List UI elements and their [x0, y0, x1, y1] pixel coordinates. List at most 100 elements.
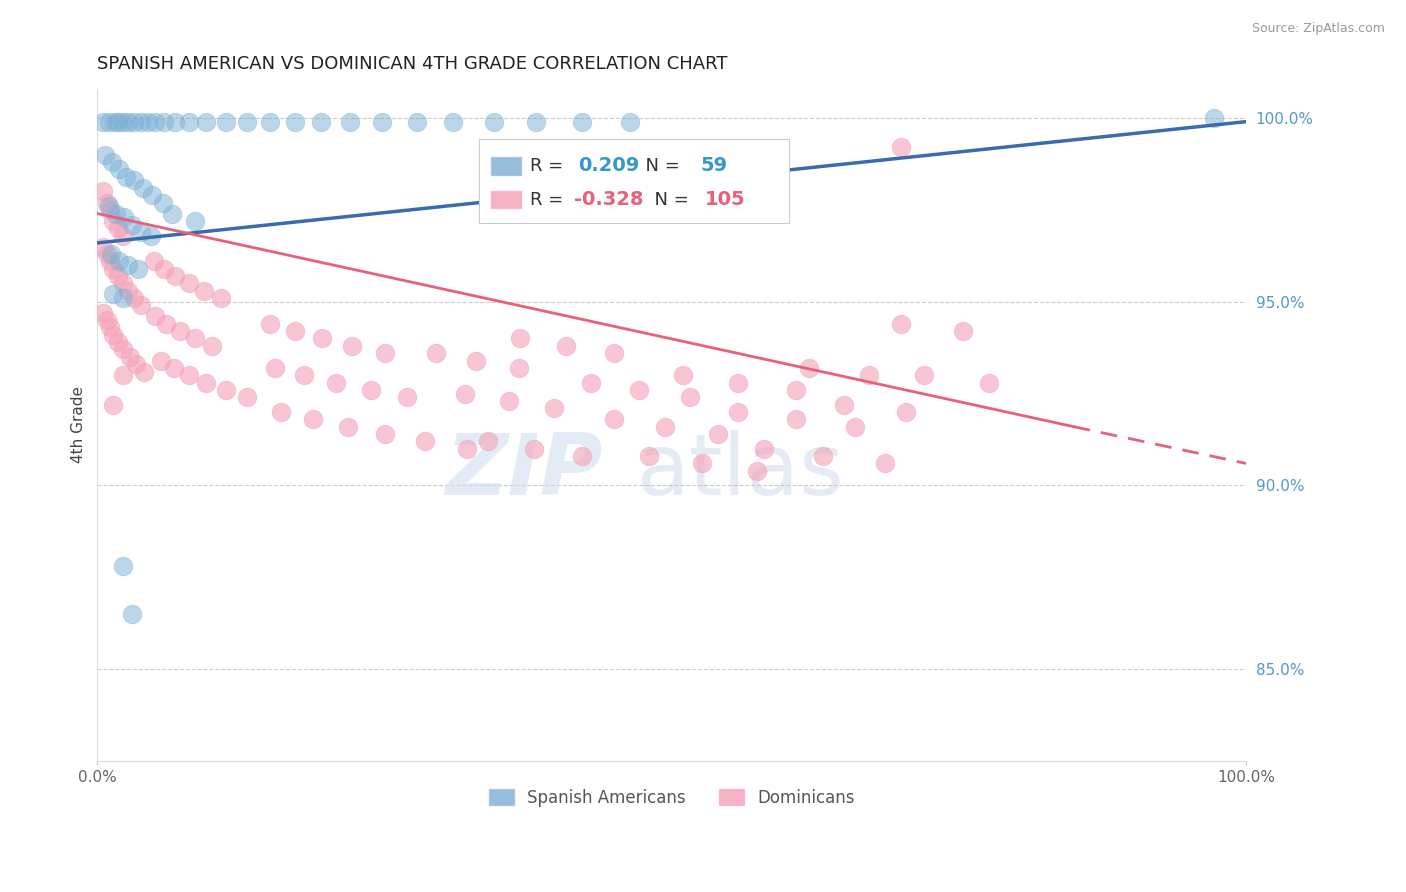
Point	[115, 169, 138, 184]
Point	[97, 114, 120, 128]
Point	[360, 383, 382, 397]
Point	[142, 254, 165, 268]
Point	[103, 287, 125, 301]
Point	[117, 114, 139, 128]
Point	[441, 114, 464, 128]
Point	[727, 405, 749, 419]
Point	[425, 346, 447, 360]
Point	[292, 368, 315, 383]
Point	[844, 419, 866, 434]
Point	[160, 206, 183, 220]
Point	[284, 324, 307, 338]
Point	[111, 368, 134, 383]
FancyBboxPatch shape	[491, 191, 522, 209]
Text: 0.209: 0.209	[579, 156, 640, 176]
Point	[132, 181, 155, 195]
Point	[209, 291, 232, 305]
Point	[195, 376, 218, 390]
Point	[111, 291, 134, 305]
Point	[858, 368, 880, 383]
Point	[169, 324, 191, 338]
Point	[91, 114, 114, 128]
FancyBboxPatch shape	[478, 139, 789, 223]
Point	[98, 320, 121, 334]
Point	[122, 291, 145, 305]
Point	[325, 376, 347, 390]
Point	[456, 442, 478, 456]
Point	[107, 268, 129, 283]
Point	[136, 114, 159, 128]
Point	[264, 360, 287, 375]
Point	[215, 383, 238, 397]
Point	[179, 368, 201, 383]
Point	[498, 393, 520, 408]
Text: -0.328: -0.328	[574, 190, 644, 209]
Point	[96, 195, 118, 210]
Point	[96, 247, 118, 261]
Point	[405, 114, 427, 128]
Point	[193, 284, 215, 298]
Point	[184, 214, 207, 228]
Point	[103, 398, 125, 412]
Text: R =: R =	[530, 191, 569, 209]
Point	[215, 114, 238, 128]
Point	[98, 202, 121, 217]
Point	[270, 405, 292, 419]
Point	[454, 386, 477, 401]
Point	[745, 464, 768, 478]
Point	[465, 353, 488, 368]
Point	[482, 114, 505, 128]
Point	[894, 405, 917, 419]
Point	[108, 162, 131, 177]
Point	[122, 114, 145, 128]
Point	[890, 140, 912, 154]
Point	[509, 331, 531, 345]
Text: N =: N =	[643, 191, 695, 209]
Point	[165, 114, 187, 128]
Point	[201, 339, 224, 353]
Point	[111, 228, 134, 243]
Point	[259, 114, 281, 128]
Point	[111, 277, 134, 291]
Point	[141, 188, 163, 202]
Point	[100, 247, 122, 261]
Point	[690, 457, 713, 471]
Point	[654, 419, 676, 434]
Point	[141, 228, 163, 243]
Point	[118, 350, 141, 364]
Point	[912, 368, 935, 383]
Point	[129, 298, 152, 312]
Point	[91, 306, 114, 320]
Point	[153, 261, 176, 276]
Point	[179, 277, 201, 291]
Point	[259, 317, 281, 331]
Point	[91, 239, 114, 253]
Point	[111, 559, 134, 574]
Point	[373, 427, 395, 442]
Point	[165, 268, 187, 283]
Point	[104, 206, 127, 220]
Point	[163, 360, 186, 375]
Point	[628, 383, 651, 397]
Point	[524, 114, 547, 128]
Text: ZIP: ZIP	[446, 431, 603, 514]
Point	[125, 357, 148, 371]
Point	[396, 390, 419, 404]
FancyBboxPatch shape	[491, 157, 522, 175]
Point	[107, 221, 129, 235]
Point	[832, 398, 855, 412]
Point	[543, 401, 565, 416]
Point	[107, 114, 129, 128]
Point	[122, 173, 145, 187]
Point	[107, 335, 129, 350]
Point	[97, 199, 120, 213]
Point	[153, 114, 176, 128]
Point	[103, 114, 125, 128]
Point	[155, 317, 177, 331]
Point	[184, 331, 207, 345]
Point	[571, 114, 593, 128]
Text: SPANISH AMERICAN VS DOMINICAN 4TH GRADE CORRELATION CHART: SPANISH AMERICAN VS DOMINICAN 4TH GRADE …	[97, 55, 728, 73]
Point	[952, 324, 974, 338]
Point	[672, 368, 695, 383]
Point	[94, 147, 117, 161]
